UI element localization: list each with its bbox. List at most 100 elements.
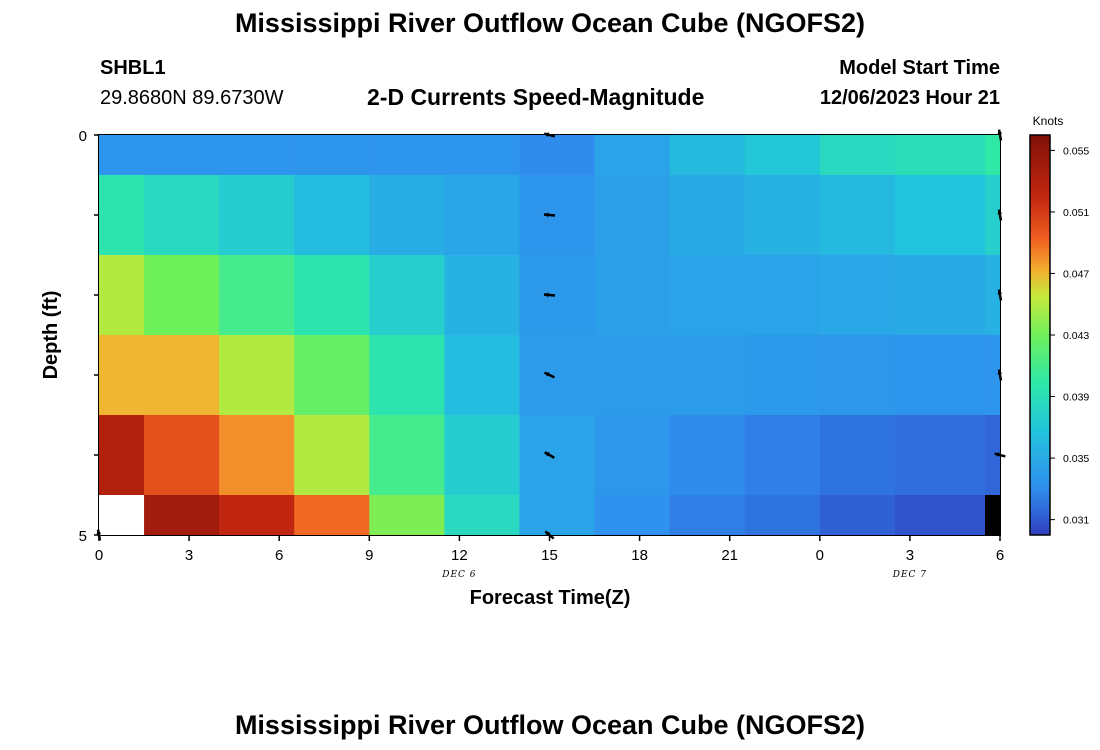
heatmap-cell	[369, 335, 445, 416]
current-arrow	[544, 451, 555, 459]
heatmap-cell	[594, 495, 671, 536]
heatmap-cell	[369, 135, 445, 176]
heatmap-cell	[819, 335, 896, 416]
heatmap-cell	[594, 135, 671, 176]
station-name: SHBL1	[100, 57, 166, 79]
heatmap-cell	[894, 255, 986, 336]
date-label: DEC 7	[892, 570, 927, 580]
heatmap-cell	[669, 335, 746, 416]
heatmap-cell	[984, 415, 1001, 496]
heatmap-cell	[984, 495, 1001, 536]
colorbar-tick-label: 0.047	[1063, 268, 1089, 280]
heatmap-cell	[519, 335, 596, 416]
heatmap-cell	[744, 255, 821, 336]
heatmap-cell	[99, 255, 145, 336]
heatmap-cell	[444, 135, 521, 176]
heatmap-cell	[819, 415, 896, 496]
heatmap-cell	[519, 135, 596, 176]
heatmap-cell	[894, 335, 986, 416]
heatmap-cell	[369, 255, 445, 336]
heatmap-cell	[144, 415, 220, 496]
heatmap-cell	[444, 255, 521, 336]
heatmap-cell	[819, 135, 896, 176]
heatmap-cell	[294, 255, 370, 336]
heatmap-cell	[894, 495, 986, 536]
heatmap-cell	[219, 495, 295, 536]
y-tick-label: 0	[79, 128, 87, 145]
heatmap-cell	[99, 135, 145, 176]
colorbar-gradient	[1029, 134, 1051, 536]
colorbar: Knots 0.055 0.051 0.047 0.043 0.039 0.035 0.03…	[1029, 114, 1089, 536]
model-start-label: Model Start Time	[839, 57, 1000, 79]
station-coordinates: 29.8680N 89.6730W	[100, 87, 284, 109]
heatmap-cell	[219, 135, 295, 176]
colorbar-tick-label: 0.043	[1063, 330, 1089, 342]
heatmap-cell	[144, 495, 220, 536]
heatmap-cell	[444, 495, 521, 536]
page-title-repeat: Mississippi River Outflow Ocean Cube (NG…	[234, 710, 866, 740]
heatmap-cell	[144, 135, 220, 176]
heatmap-cell	[219, 255, 295, 336]
colorbar-tick-label: 0.051	[1063, 207, 1089, 219]
page-title: Mississippi River Outflow Ocean Cube (NG…	[234, 8, 866, 38]
x-axis-label: Forecast Time(Z)	[470, 587, 631, 609]
x-tick-label: 21	[721, 547, 738, 564]
heatmap-cell	[219, 415, 295, 496]
heatmap-cell	[294, 175, 370, 256]
x-tick-label: 3	[185, 547, 193, 564]
heatmap-cell	[294, 335, 370, 416]
heatmap-cell	[594, 175, 671, 256]
heatmap-cell	[894, 175, 986, 256]
heatmap-cells	[99, 135, 1001, 536]
heatmap-cell	[894, 135, 986, 176]
heatmap-cell	[744, 495, 821, 536]
heatmap-cell	[984, 335, 1001, 416]
heatmap-cell	[669, 415, 746, 496]
heatmap-cell	[294, 135, 370, 176]
model-start-value: 12/06/2023 Hour 21	[819, 87, 1000, 109]
heatmap-cell	[444, 335, 521, 416]
current-arrow	[543, 292, 556, 298]
x-tick-label: 18	[631, 547, 648, 564]
heatmap-cell	[984, 255, 1001, 336]
heatmap-cell	[594, 255, 671, 336]
heatmap-cell	[669, 495, 746, 536]
current-arrow	[543, 212, 556, 218]
heatmap-cell	[819, 495, 896, 536]
x-tick-label: 12	[451, 547, 468, 564]
plot-label: 2-D Currents Speed-Magnitude	[367, 84, 705, 110]
heatmap-cell	[144, 255, 220, 336]
x-tick-label: 9	[365, 547, 373, 564]
x-tick-label: 15	[541, 547, 558, 564]
x-axis: 0 3 6 9 12 15 18 21 0 3 6 DEC 6 DEC 7	[95, 535, 1004, 580]
heatmap-cell	[744, 175, 821, 256]
heatmap-cell	[519, 495, 596, 536]
y-axis-label: Depth (ft)	[40, 291, 62, 380]
x-tick-label: 0	[95, 547, 103, 564]
heatmap-cell	[144, 175, 220, 256]
heatmap-cell	[594, 335, 671, 416]
heatmap-cell	[984, 135, 1001, 176]
heatmap-cell	[99, 175, 145, 256]
heatmap-cell	[99, 495, 145, 536]
heatmap-cell	[669, 135, 746, 176]
colorbar-tick-label: 0.039	[1063, 392, 1089, 404]
colorbar-tick-label: 0.035	[1063, 453, 1089, 465]
heatmap-cell	[369, 175, 445, 256]
heatmap-cell	[744, 415, 821, 496]
heatmap-cell	[519, 255, 596, 336]
heatmap-cell	[894, 415, 986, 496]
heatmap-cell	[744, 135, 821, 176]
y-tick-label: 5	[79, 528, 87, 545]
x-tick-label: 6	[275, 547, 283, 564]
heatmap-cell	[99, 335, 145, 416]
heatmap-cell	[519, 415, 596, 496]
date-label: DEC 6	[441, 570, 476, 580]
colorbar-label: Knots	[1033, 114, 1064, 128]
heatmap-cell	[519, 175, 596, 256]
heatmap-cell	[99, 415, 145, 496]
heatmap-cell	[219, 335, 295, 416]
current-arrow	[543, 371, 556, 379]
x-tick-label: 6	[996, 547, 1004, 564]
